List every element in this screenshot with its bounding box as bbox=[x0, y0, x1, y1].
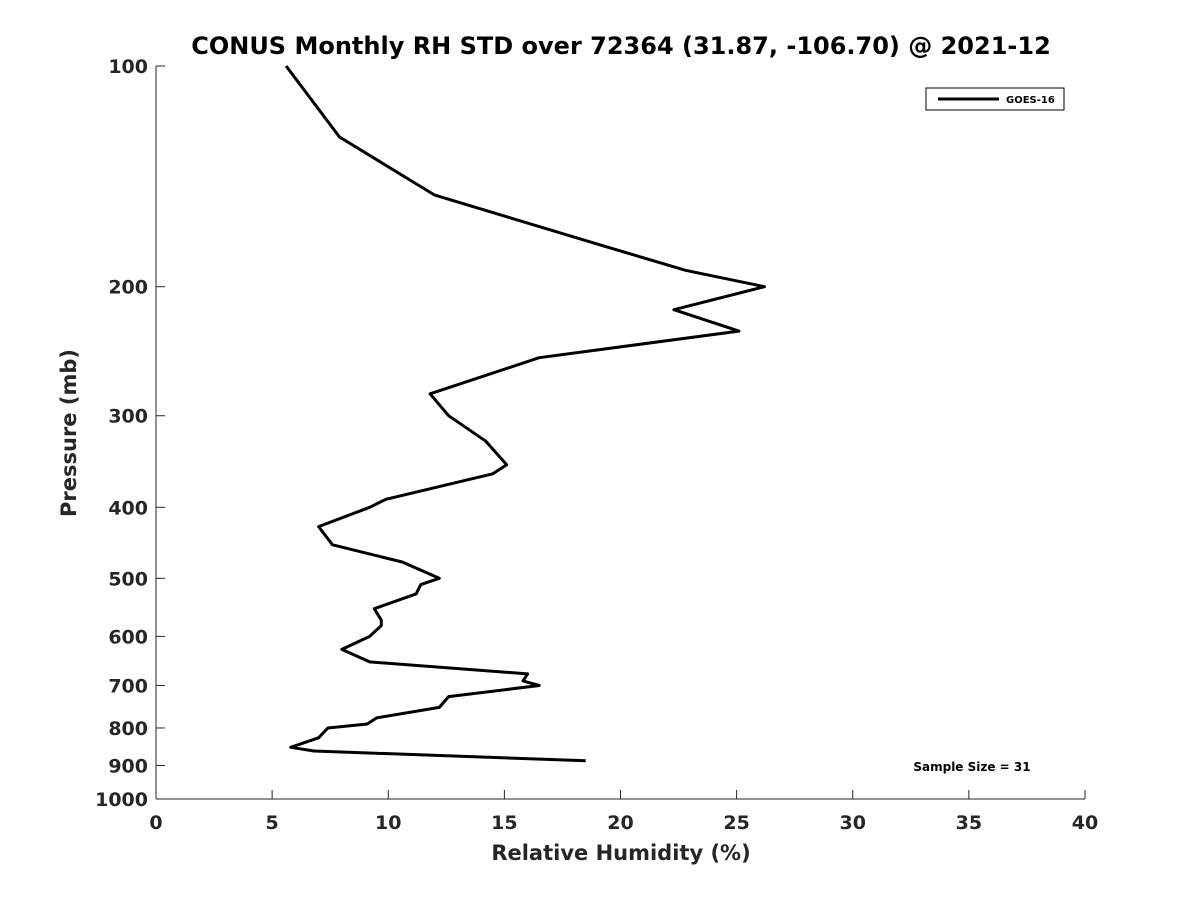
x-tick-label: 0 bbox=[149, 812, 162, 834]
y-tick-label: 100 bbox=[108, 56, 148, 78]
y-tick-label: 500 bbox=[108, 568, 148, 590]
x-axis: 0 5 10 15 20 25 30 35 40 bbox=[149, 790, 1098, 834]
x-tick-label: 30 bbox=[840, 812, 866, 834]
series-line-goes-16 bbox=[284, 65, 766, 763]
plot-area bbox=[156, 66, 1085, 799]
y-tick-label: 600 bbox=[108, 626, 148, 648]
x-tick-label: 5 bbox=[266, 812, 279, 834]
y-tick-label: 700 bbox=[108, 675, 148, 697]
y-tick-label: 800 bbox=[108, 718, 148, 740]
y-tick-label: 1000 bbox=[95, 789, 148, 811]
chart-title: CONUS Monthly RH STD over 72364 (31.87, … bbox=[191, 32, 1051, 60]
legend: GOES-16 bbox=[925, 87, 1065, 111]
x-axis-label: Relative Humidity (%) bbox=[491, 841, 750, 865]
y-tick-label: 400 bbox=[108, 497, 148, 519]
y-axis: 100 200 300 400 500 600 700 800 900 1000 bbox=[95, 56, 165, 811]
y-tick-label: 900 bbox=[108, 755, 148, 777]
x-tick-label: 20 bbox=[607, 812, 633, 834]
x-tick-label: 10 bbox=[375, 812, 401, 834]
legend-entry-goes-16: GOES-16 bbox=[1006, 95, 1055, 106]
y-axis-label: Pressure (mb) bbox=[57, 349, 81, 517]
x-tick-label: 15 bbox=[491, 812, 517, 834]
sample-size-annotation: Sample Size = 31 bbox=[913, 760, 1030, 774]
y-tick-label: 200 bbox=[108, 277, 148, 299]
x-tick-label: 40 bbox=[1072, 812, 1098, 834]
y-tick-label: 300 bbox=[108, 406, 148, 428]
x-tick-label: 25 bbox=[723, 812, 749, 834]
x-tick-label: 35 bbox=[956, 812, 982, 834]
